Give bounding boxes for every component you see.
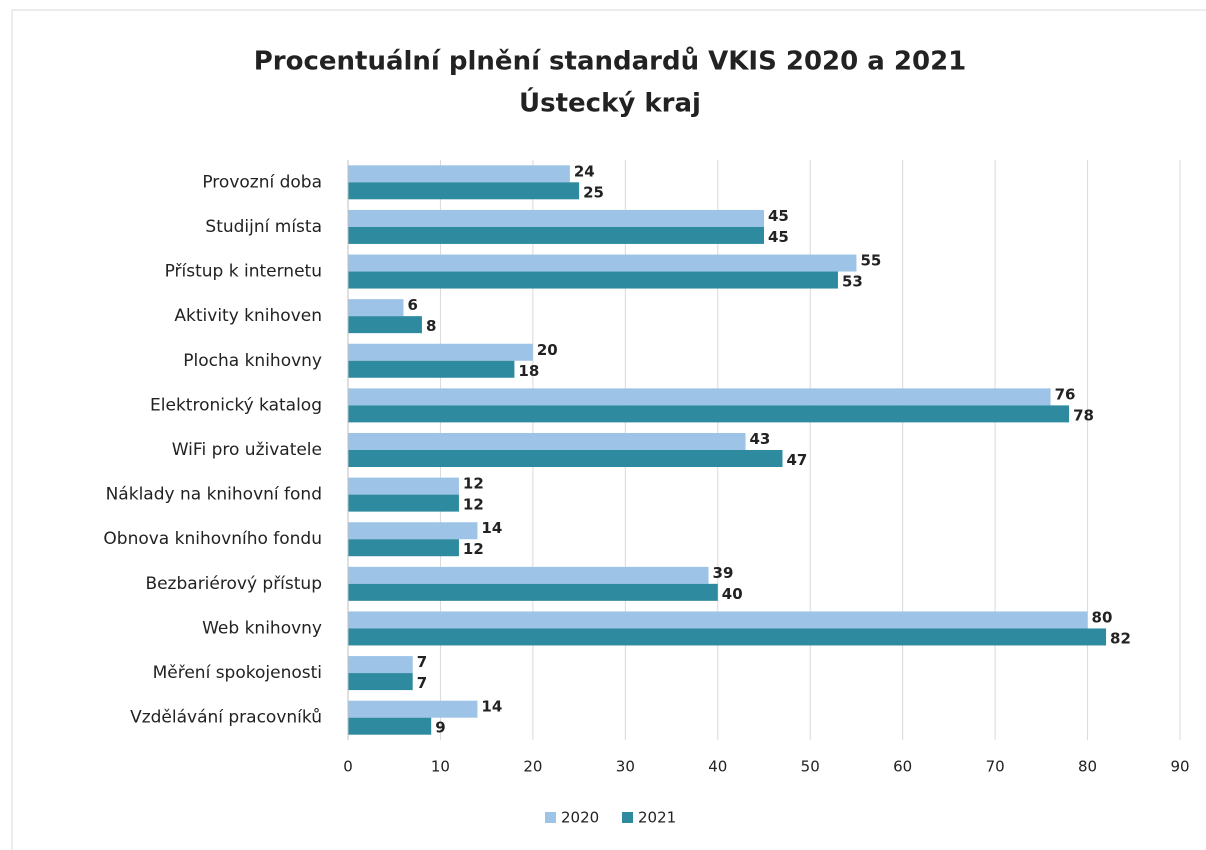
x-tick-label: 60 <box>893 758 912 776</box>
x-tick-label: 90 <box>1170 758 1189 776</box>
bar <box>348 165 570 183</box>
x-tick-label: 0 <box>343 758 353 776</box>
bar <box>348 209 764 227</box>
data-label: 25 <box>583 183 604 201</box>
bar <box>348 254 857 272</box>
bar <box>348 700 478 718</box>
data-label: 7 <box>417 653 427 671</box>
bar <box>348 360 515 378</box>
y-tick-label: Přístup k internetu <box>165 262 322 282</box>
bar <box>348 566 709 584</box>
y-tick-label: WiFi pro uživatele <box>172 440 322 460</box>
x-tick-label: 70 <box>986 758 1005 776</box>
y-tick-label: Měření spokojenosti <box>153 663 322 683</box>
bar <box>348 388 1051 406</box>
y-tick-label: Plocha knihovny <box>183 351 322 371</box>
data-label: 6 <box>407 296 417 314</box>
x-tick-label: 10 <box>431 758 450 776</box>
bar <box>348 450 783 467</box>
chart-subtitle: Ústecký kraj <box>519 87 701 119</box>
y-tick-label: Elektronický katalog <box>150 395 322 415</box>
x-tick-label: 30 <box>616 758 635 776</box>
data-label: 45 <box>768 207 789 225</box>
data-label: 12 <box>463 496 484 514</box>
bar <box>348 628 1107 646</box>
data-label: 7 <box>417 674 427 692</box>
data-label: 8 <box>426 317 436 335</box>
y-tick-label: Obnova knihovního fondu <box>103 529 322 549</box>
data-label: 39 <box>713 564 734 582</box>
bar <box>348 656 413 674</box>
bar <box>348 717 432 735</box>
bar <box>348 299 404 317</box>
data-label: 76 <box>1055 385 1076 403</box>
bar <box>348 611 1088 629</box>
data-label: 9 <box>435 719 445 737</box>
y-tick-label: Aktivity knihoven <box>174 306 322 326</box>
x-tick-label: 50 <box>801 758 820 776</box>
y-tick-label: Vzdělávání pracovníků <box>130 708 322 728</box>
y-tick-label: Studijní místa <box>205 217 322 237</box>
data-label: 14 <box>481 519 502 537</box>
legend-swatch <box>545 812 556 823</box>
bar <box>348 316 422 334</box>
bar <box>348 673 413 691</box>
data-label: 80 <box>1092 608 1113 626</box>
bar <box>348 343 533 361</box>
data-label: 55 <box>860 252 881 270</box>
bar <box>348 433 746 450</box>
data-label: 47 <box>786 451 807 469</box>
x-tick-label: 40 <box>708 758 727 776</box>
bar <box>348 539 459 557</box>
legend-label: 2020 <box>561 809 599 827</box>
data-label: 43 <box>750 430 771 448</box>
chart-title: Procentuální plnění standardů VKIS 2020 … <box>254 46 967 77</box>
data-label: 82 <box>1110 629 1131 647</box>
x-tick-label: 80 <box>1078 758 1097 776</box>
y-tick-label: Bezbariérový přístup <box>145 574 322 594</box>
bar <box>348 477 459 495</box>
y-tick-label: Provozní doba <box>202 172 322 192</box>
data-label: 18 <box>518 362 539 380</box>
data-label: 20 <box>537 341 558 359</box>
bar <box>348 226 764 244</box>
data-label: 53 <box>842 273 863 291</box>
data-label: 12 <box>463 540 484 558</box>
bar <box>348 494 459 512</box>
bar <box>348 405 1070 423</box>
y-tick-label: Web knihovny <box>202 618 322 638</box>
x-tick-label: 20 <box>523 758 542 776</box>
bar <box>348 522 478 540</box>
bar <box>348 583 718 601</box>
y-tick-label: Náklady na knihovní fond <box>106 485 322 505</box>
bar <box>348 271 838 289</box>
data-label: 45 <box>768 228 789 246</box>
data-label: 12 <box>463 475 484 493</box>
legend-swatch <box>622 812 633 823</box>
data-label: 14 <box>481 698 502 716</box>
bar <box>348 182 580 200</box>
chart-border <box>11 9 1206 850</box>
data-label: 24 <box>574 162 595 180</box>
data-label: 40 <box>722 585 743 603</box>
data-label: 78 <box>1073 406 1094 424</box>
legend-label: 2021 <box>638 809 676 827</box>
